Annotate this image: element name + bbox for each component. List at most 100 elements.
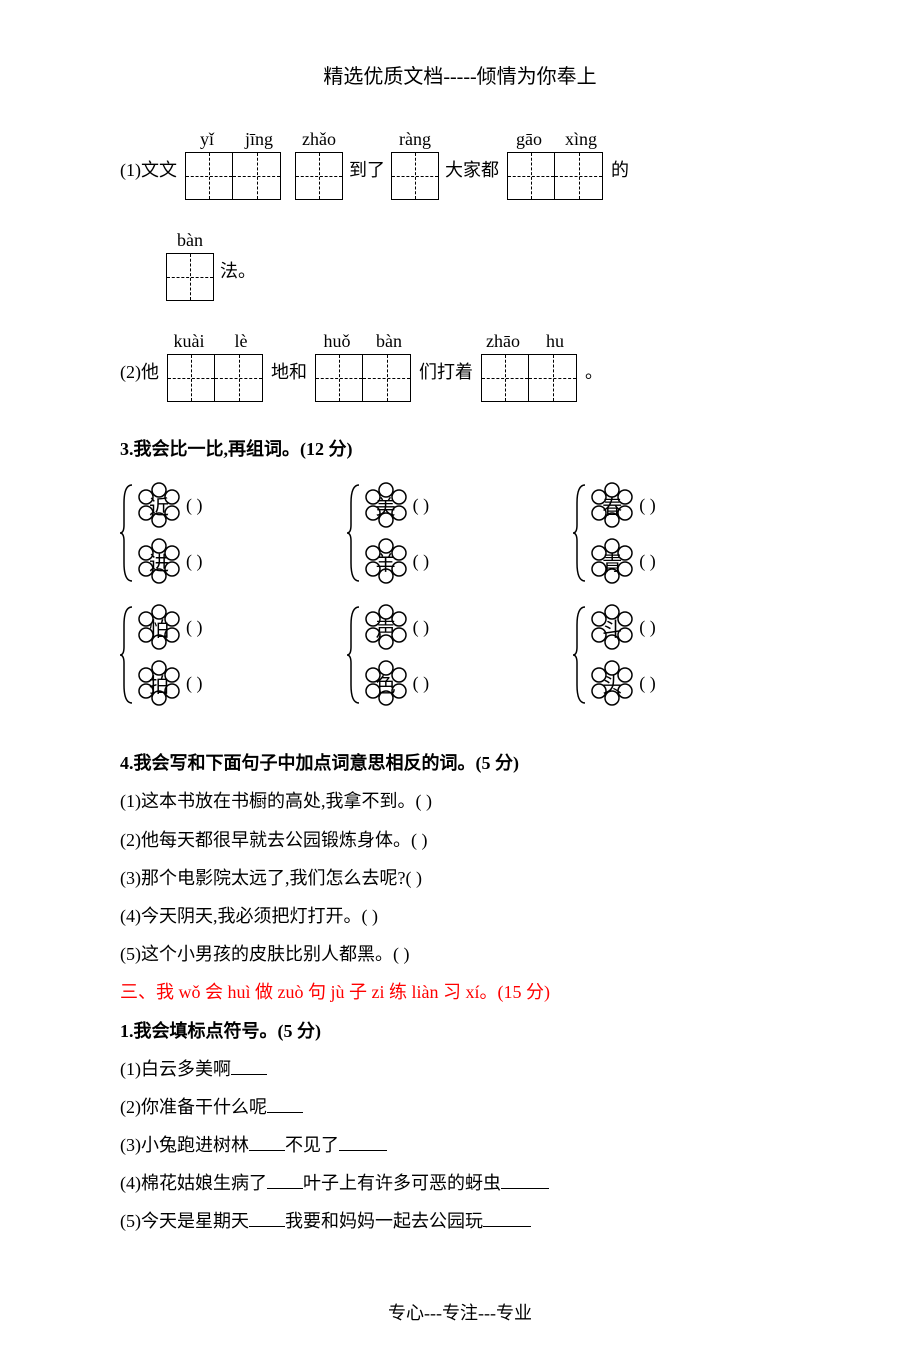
flower-char: 青 [602, 547, 622, 576]
q4-item: (2)他每天都很早就去公园锻炼身体。( ) [120, 823, 800, 857]
flower-item: 声 ( ) [363, 604, 430, 650]
flower-icon: 进 [136, 538, 182, 584]
q5-title: 三、我 wǒ 会 huì 做 zuò 句 jù 子 zi 练 liàn 习 xí… [120, 975, 800, 1009]
q5-item-pre: (2)你准备干什么呢 [120, 1097, 267, 1117]
flower-item: 羊 ( ) [363, 538, 430, 584]
paren-blank: ( ) [413, 495, 430, 516]
q5: 三、我 wǒ 会 huì 做 zuò 句 jù 子 zi 练 liàn 习 xí… [120, 975, 800, 1238]
pinyin: yǐ [183, 129, 231, 150]
q2-l1-mid2: 大家都 [445, 160, 499, 200]
page-footer: 专心---专注---专业 [120, 1299, 800, 1325]
q4-item: (3)那个电影院太远了,我们怎么去呢?( ) [120, 861, 800, 895]
flower-item: 进 ( ) [136, 538, 203, 584]
flower-char: 近 [149, 491, 169, 520]
flower-item: 斗 ( ) [589, 604, 656, 650]
q5-item-pre: (3)小兔跑进树林 [120, 1135, 249, 1155]
flower-item: 春 ( ) [589, 482, 656, 528]
pinyin: gāo [505, 129, 553, 150]
flower-item: 美 ( ) [363, 482, 430, 528]
flower-icon: 美 [363, 482, 409, 528]
flower-icon: 斗 [589, 604, 635, 650]
pinyin: bàn [365, 331, 413, 352]
flower-item: 拍 ( ) [136, 660, 203, 706]
flower-char: 拍 [149, 669, 169, 698]
q4-item: (1)这本书放在书橱的高处,我拿不到。( ) [120, 784, 800, 818]
compare-pair: 怕( )拍( ) [120, 604, 347, 706]
paren-blank: ( ) [186, 617, 203, 638]
flower-icon: 春 [589, 482, 635, 528]
pinyin-box-ban: bàn [166, 230, 214, 301]
q2-l1-mid1: 到了 [349, 160, 385, 200]
q4-item: (5)这个小男孩的皮肤比别人都黑。( ) [120, 937, 800, 971]
q4: 4.我会写和下面句子中加点词意思相反的词。(5 分) (1)这本书放在书橱的高处… [120, 746, 800, 971]
compare-pair: 美 ( ) 羊 ( ) [347, 482, 574, 584]
q3-grid: 近( )进( )美( )羊( )春( )青( )怕( )拍( )声( )色( )… [120, 482, 800, 726]
q2-l2-mid1: 地和 [271, 362, 307, 402]
q2-l2-pre: (2)他 [120, 362, 159, 402]
paren-blank: ( ) [186, 673, 203, 694]
pinyin-box-yijing: yǐ jīng [183, 129, 283, 200]
pinyin: zhāo [479, 331, 527, 352]
pinyin: huǒ [313, 331, 361, 352]
flower-item: 怕( ) [136, 604, 203, 650]
flower-char: 羊 [376, 547, 396, 576]
q2-l1-post: 的 [611, 160, 629, 200]
pinyin-box-rang: ràng [391, 129, 439, 200]
flower-icon: 声 [363, 604, 409, 650]
flower-char: 声 [376, 613, 396, 642]
q2-l2-post: 。 [585, 362, 603, 402]
pinyin: jīng [235, 129, 283, 150]
paren-blank: ( ) [413, 617, 430, 638]
pinyin: hu [531, 331, 579, 352]
paren-blank: ( ) [639, 617, 656, 638]
q5-item: (4)棉花姑娘生病了 叶子上有许多可恶的蚜虫 [120, 1166, 800, 1200]
q2-line1: (1)文文 yǐ jīng zhǎo 到了 ràng 大家都 gāo xìng … [120, 129, 800, 200]
flower-char: 斗 [602, 613, 622, 642]
page-header: 精选优质文档-----倾情为你奉上 [120, 60, 800, 89]
q3-title: 3.我会比一比,再组词。(12 分) [120, 439, 353, 459]
q5-item-mid: 我要和妈妈一起去公园玩 [285, 1211, 483, 1231]
q5-sub1-title: 1.我会填标点符号。(5 分) [120, 1021, 321, 1041]
flower-icon: 拍 [136, 660, 182, 706]
flower-icon: 近 [136, 482, 182, 528]
paren-blank: ( ) [413, 551, 430, 572]
q2-l1-pre: (1)文文 [120, 160, 177, 200]
flower-char: 美 [376, 491, 396, 520]
flower-char: 头 [602, 669, 622, 698]
q4-title: 4.我会写和下面句子中加点词意思相反的词。(5 分) [120, 753, 519, 773]
flower-icon: 青 [589, 538, 635, 584]
paren-blank: ( ) [413, 673, 430, 694]
pinyin-box-huoban: huǒ bàn [313, 331, 413, 402]
q5-item: (2)你准备干什么呢 [120, 1090, 800, 1124]
q2-l1b-post: 法。 [220, 261, 256, 301]
q5-item: (3)小兔跑进树林不见了 [120, 1128, 800, 1162]
flower-item: 色 ( ) [363, 660, 430, 706]
pinyin-box-zhao: zhǎo [295, 129, 343, 200]
pinyin-box-kuaile: kuài lè [165, 331, 265, 402]
paren-blank: ( ) [186, 551, 203, 572]
q5-item-pre: (1)白云多美啊 [120, 1059, 231, 1079]
compare-pair: 斗 ( ) 头 ( ) [573, 604, 800, 706]
compare-pair: 春 ( ) 青 ( ) [573, 482, 800, 584]
pinyin: ràng [391, 129, 439, 150]
paren-blank: ( ) [186, 495, 203, 516]
q5-item: (5)今天是星期天我要和妈妈一起去公园玩 [120, 1204, 800, 1238]
pinyin-box-gaoxing: gāo xìng [505, 129, 605, 200]
flower-icon: 怕 [136, 604, 182, 650]
q5-item-pre: (4)棉花姑娘生病了 [120, 1173, 267, 1193]
q2-l2-mid2: 们打着 [419, 362, 473, 402]
q5-item-mid: 叶子上有许多可恶的蚜虫 [303, 1173, 501, 1193]
paren-blank: ( ) [639, 673, 656, 694]
compare-pair: 近 ( ) 进 ( ) [120, 482, 347, 584]
pinyin: kuài [165, 331, 213, 352]
flower-char: 春 [602, 491, 622, 520]
paren-blank: ( ) [639, 495, 656, 516]
flower-char: 进 [149, 547, 169, 576]
pinyin: lè [217, 331, 265, 352]
pinyin: zhǎo [295, 129, 343, 150]
flower-icon: 色 [363, 660, 409, 706]
flower-item: 头 ( ) [589, 660, 656, 706]
q5-item: (1)白云多美啊 [120, 1052, 800, 1086]
flower-char: 色 [376, 669, 396, 698]
q2-line2: (2)他 kuài lè 地和 huǒ bàn 们打着 zhāo hu 。 [120, 331, 800, 402]
